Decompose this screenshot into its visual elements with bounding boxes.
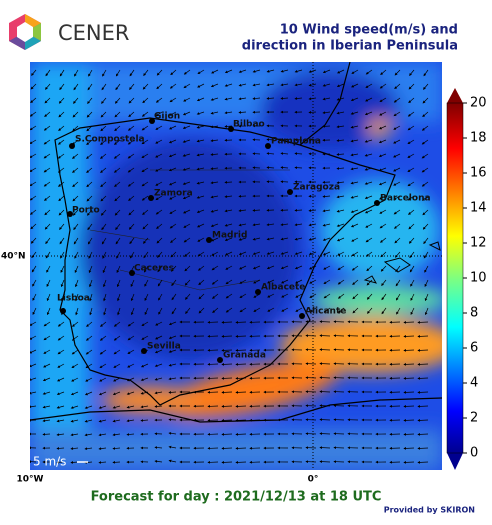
- colorbar: [447, 88, 467, 470]
- lon-label: 0°: [308, 475, 319, 485]
- colorbar-label: 20: [470, 96, 487, 111]
- city-label: Albacete: [261, 283, 305, 293]
- forecast: Forecast for day : 2021/12/13 at 18 UTC: [91, 490, 382, 505]
- city-label: Alicante: [305, 307, 346, 317]
- colorbar-label: 0: [470, 446, 478, 461]
- city-label: Zamora: [154, 189, 193, 199]
- provider: Provided by SKIRON: [384, 506, 475, 515]
- city-label: Sevilla: [147, 342, 181, 352]
- colorbar-label: 4: [470, 376, 478, 391]
- logo-text: CENER: [58, 21, 130, 45]
- city-label: Lisboa: [57, 294, 90, 304]
- city-label: Pamplona: [271, 137, 321, 147]
- scale-label: 5 m/s: [33, 455, 66, 469]
- city-label: Barcelona: [380, 194, 431, 204]
- title: direction in Iberian Peninsula: [242, 39, 458, 54]
- city-dot: [60, 308, 66, 314]
- city-label: Granada: [223, 351, 266, 361]
- city-label: Porto: [72, 206, 100, 216]
- colorbar-label: 10: [470, 271, 487, 286]
- colorbar-label: 18: [470, 131, 487, 146]
- colorbar-label: 14: [470, 201, 487, 216]
- city-label: Gijon: [154, 112, 180, 122]
- lon-label: 10°W: [17, 475, 44, 485]
- city-label: S.Compostela: [75, 135, 145, 145]
- logo: [9, 14, 41, 50]
- colorbar-label: 12: [470, 236, 487, 251]
- colorbar-label: 16: [470, 166, 487, 181]
- lat-label: 40°N: [1, 252, 26, 262]
- colorbar-label: 6: [470, 341, 478, 356]
- city-label: Caceres: [134, 264, 174, 274]
- city-label: Zaragoza: [293, 183, 340, 193]
- colorbar-label: 8: [470, 306, 478, 321]
- city-label: Madrid: [212, 231, 247, 241]
- title: 10 Wind speed(m/s) and: [280, 23, 458, 38]
- colorbar-label: 2: [470, 411, 478, 426]
- city-label: Bilbao: [233, 120, 265, 130]
